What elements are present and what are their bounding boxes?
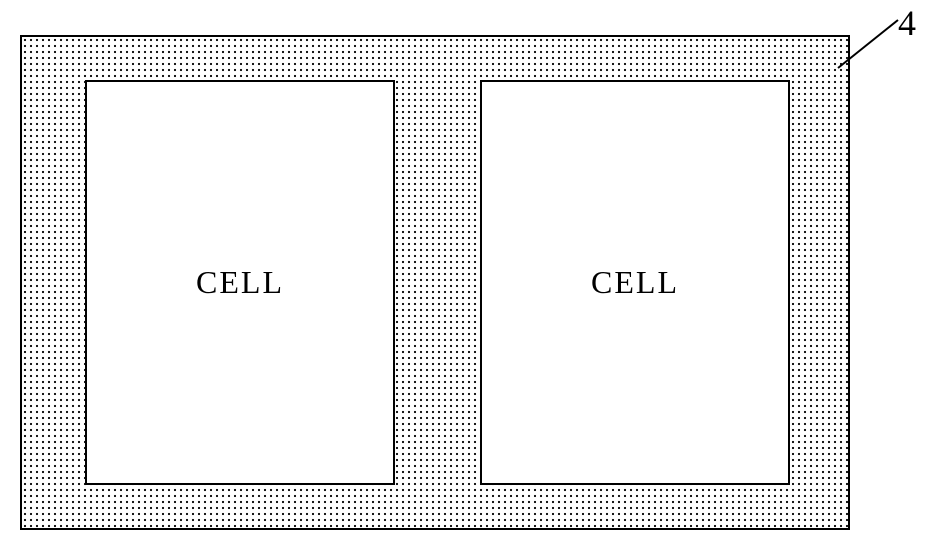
callout-label-4: 4 bbox=[898, 2, 916, 44]
diagram-canvas: CELL CELL 4 bbox=[0, 0, 945, 538]
cell-label-right: CELL bbox=[591, 264, 679, 301]
cell-box-left: CELL bbox=[85, 80, 395, 485]
cell-box-right: CELL bbox=[480, 80, 790, 485]
cell-label-left: CELL bbox=[196, 264, 284, 301]
